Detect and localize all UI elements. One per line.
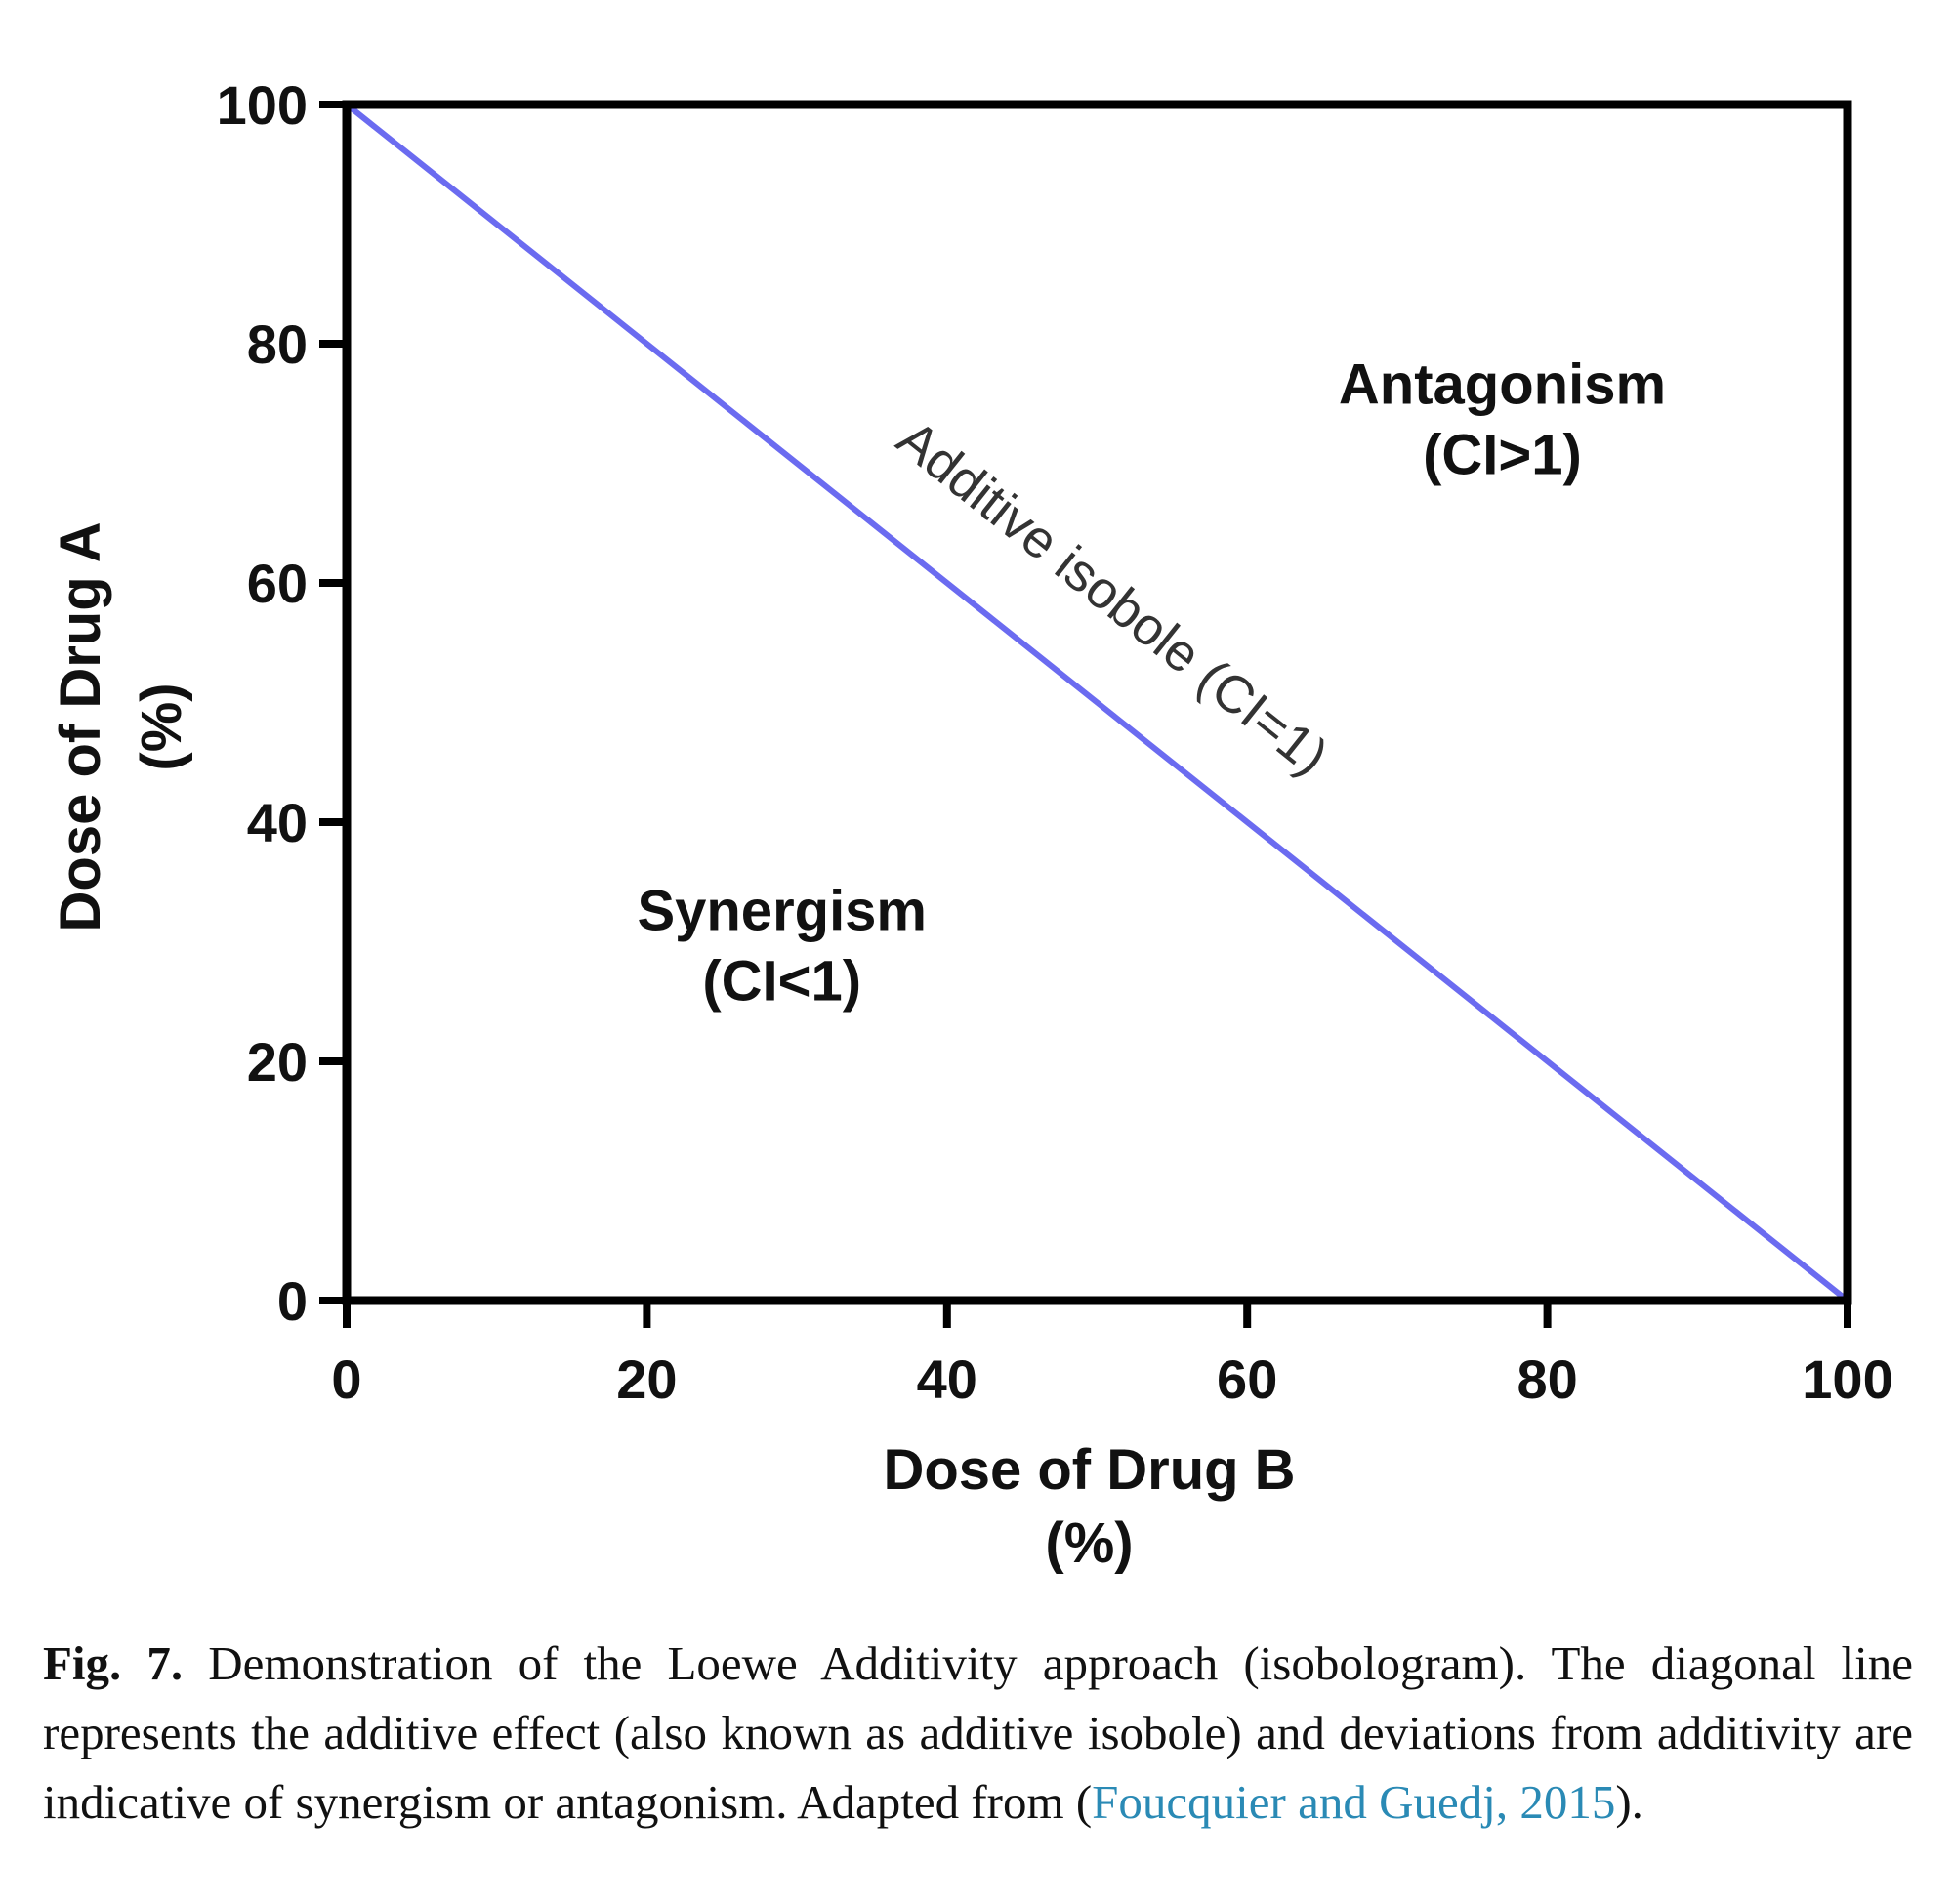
plot-frame <box>342 100 1852 1305</box>
y-tick-label: 100 <box>217 74 308 136</box>
y-tick-label: 20 <box>247 1031 308 1093</box>
y-axis-unit: (%) <box>130 683 193 770</box>
synergism-annotation: Synergism <box>637 879 927 942</box>
x-tick-label: 100 <box>1802 1348 1892 1410</box>
y-tick-label: 40 <box>247 792 308 853</box>
figure-label: Fig. 7. <box>43 1636 184 1690</box>
antagonism-annotation-ci: (CI>1) <box>1423 423 1582 486</box>
x-tick-label: 40 <box>917 1348 977 1410</box>
synergism-annotation-ci: (CI<1) <box>702 949 861 1013</box>
caption-end: ). <box>1615 1775 1643 1829</box>
x-axis-unit: (%) <box>1045 1511 1133 1575</box>
y-tick-label: 0 <box>277 1270 308 1332</box>
citation-link[interactable]: Foucquier and Guedj, 2015 <box>1092 1775 1616 1829</box>
y-axis-label: Dose of Drug A <box>49 522 112 932</box>
y-tick-label: 60 <box>247 553 308 614</box>
isobole-annotation: Additive isobole (CI=1) <box>887 409 1339 786</box>
additive-isobole-line <box>344 102 1850 1304</box>
isobologram-chart: 0 20 40 60 80 100 0 20 40 60 80 100 Dose of Drug B (%… <box>49 74 1893 1575</box>
y-tick-label: 80 <box>247 313 308 375</box>
x-tick-label: 60 <box>1217 1348 1277 1410</box>
figure-caption: Fig. 7. Demonstration of the Loewe Addit… <box>43 1629 1913 1837</box>
x-axis-label: Dose of Drug B <box>883 1438 1295 1502</box>
x-tick-label: 80 <box>1517 1348 1577 1410</box>
antagonism-annotation: Antagonism <box>1339 352 1666 416</box>
x-tick-label: 20 <box>616 1348 677 1410</box>
x-tick-label: 0 <box>331 1348 361 1410</box>
caption-text: Demonstration of the Loewe Additivity ap… <box>43 1636 1914 1829</box>
